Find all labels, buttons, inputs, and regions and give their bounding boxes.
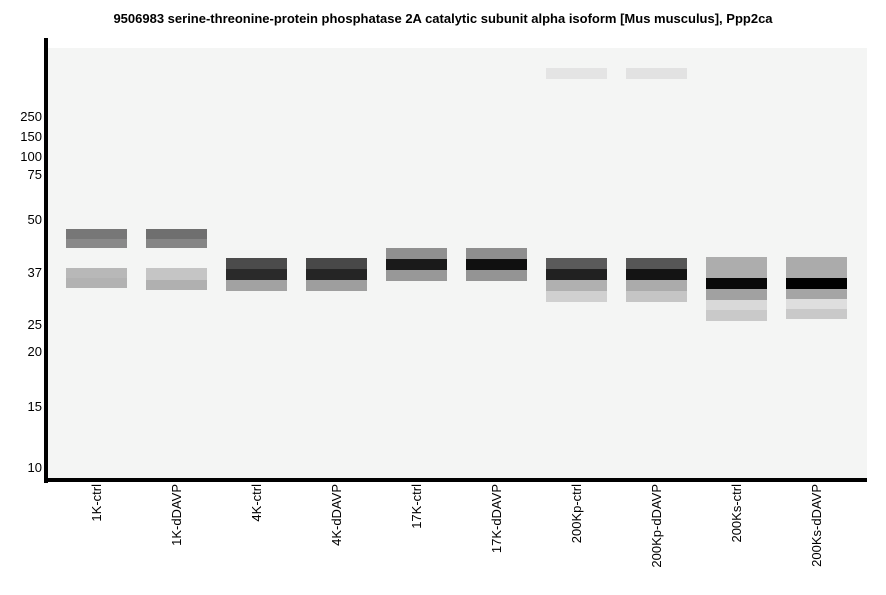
x-axis-label: 1K-ctrl — [88, 484, 104, 522]
lane-band — [786, 257, 847, 278]
lane-band — [626, 291, 687, 302]
molecular-weight-label: 100 — [20, 149, 42, 164]
lane-band — [466, 248, 527, 259]
molecular-weight-label: 150 — [20, 129, 42, 144]
lane-band — [786, 289, 847, 299]
lane-band — [626, 269, 687, 280]
lane-band — [66, 268, 127, 278]
lane-band — [66, 239, 127, 248]
x-axis-label: 200Ks-ctrl — [728, 484, 744, 543]
lane-band — [226, 258, 287, 269]
lane-band — [706, 257, 767, 278]
lane-band — [626, 68, 687, 79]
lane-band — [386, 270, 447, 281]
y-axis-line — [44, 38, 48, 483]
molecular-weight-label: 75 — [27, 167, 42, 182]
lane-band — [226, 280, 287, 291]
lane-band — [546, 280, 607, 291]
lane-band — [546, 68, 607, 79]
x-axis-line — [44, 478, 867, 482]
x-axis-label: 1K-dDAVP — [168, 484, 184, 546]
lane-band — [706, 289, 767, 300]
lane-band — [146, 239, 207, 248]
lane-band — [146, 268, 207, 280]
x-axis-label: 4K-ctrl — [248, 484, 264, 522]
lane-band — [386, 248, 447, 259]
molecular-weight-label: 15 — [27, 399, 42, 414]
molecular-weight-label: 25 — [27, 317, 42, 332]
x-axis-label: 17K-dDAVP — [488, 484, 504, 554]
lane-band — [466, 270, 527, 281]
lane-band — [706, 310, 767, 321]
molecular-weight-label: 10 — [27, 460, 42, 475]
lane-band — [146, 229, 207, 239]
lane-band — [786, 309, 847, 319]
lane-band — [786, 299, 847, 309]
lane-band — [306, 258, 367, 269]
lane-band — [546, 291, 607, 302]
lane-band — [386, 259, 447, 270]
lane-band — [146, 280, 207, 290]
lane-band — [466, 259, 527, 270]
lane-band — [626, 258, 687, 269]
x-axis-label: 200Kp-ctrl — [568, 484, 584, 544]
molecular-weight-label: 250 — [20, 109, 42, 124]
x-axis-label: 4K-dDAVP — [328, 484, 344, 546]
lane-band — [66, 229, 127, 239]
lane-band — [226, 269, 287, 280]
x-axis-label: 200Ks-dDAVP — [808, 484, 824, 567]
lane-band — [546, 258, 607, 269]
molecular-weight-label: 20 — [27, 344, 42, 359]
x-axis-label: 17K-ctrl — [408, 484, 424, 529]
lane-band — [546, 269, 607, 280]
lane-band — [306, 280, 367, 291]
lane-band — [306, 269, 367, 280]
lane-band — [626, 280, 687, 291]
lane-band — [786, 278, 847, 289]
molecular-weight-label: 37 — [27, 265, 42, 280]
molecular-weight-label: 50 — [27, 212, 42, 227]
lane-band — [706, 278, 767, 289]
lane-band — [66, 278, 127, 288]
x-axis-label: 200Kp-dDAVP — [648, 484, 664, 568]
figure-title: 9506983 serine-threonine-protein phospha… — [113, 11, 773, 26]
lane-band — [706, 300, 767, 310]
